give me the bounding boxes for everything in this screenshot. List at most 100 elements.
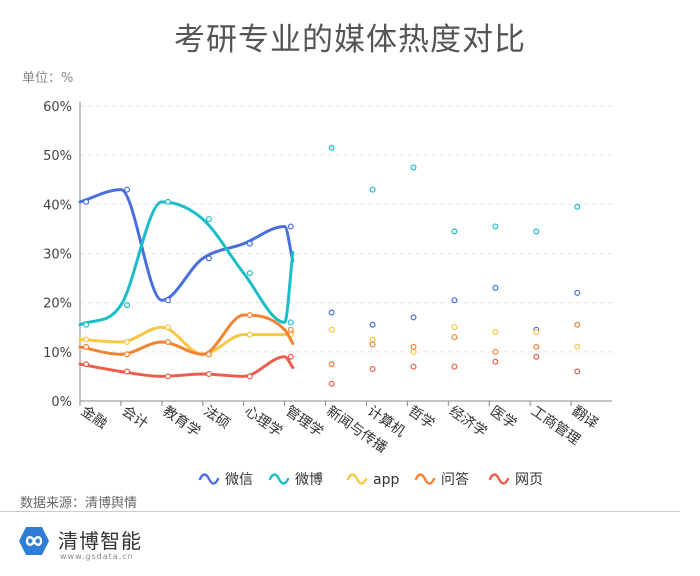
x-tick-label: 心理学 [241,403,285,440]
legend-swatch [268,473,290,485]
legend-label: 问答 [441,471,469,488]
data-point [287,223,294,230]
data-point [83,198,90,205]
data-point [164,373,171,380]
data-point [492,348,499,355]
x-tick-label: 医学 [487,403,519,432]
legend-label: app [373,472,399,488]
data-point [246,311,253,318]
legend-swatch [414,473,436,485]
y-tick-label: 20% [43,297,72,312]
data-point [164,339,171,346]
data-point [492,329,499,336]
data-point [83,343,90,350]
data-point [287,353,294,360]
legend-label: 微信 [225,472,253,488]
series-line [78,188,295,302]
unit-label: 单位：% [22,71,74,86]
data-point [451,228,458,235]
data-point [533,353,540,360]
brand-name: 清博智能 [58,529,142,553]
data-point [205,216,212,223]
data-point [328,361,335,368]
y-tick-label: 50% [43,149,72,164]
data-point [410,314,417,321]
data-point [164,297,171,304]
series-line [78,355,295,378]
data-point [124,368,131,375]
data-point [164,198,171,205]
data-point [410,164,417,171]
x-tick-label: 法硕 [200,403,232,432]
data-point [492,358,499,365]
data-point [328,309,335,316]
x-tick-label: 金融 [78,403,110,432]
data-point [410,348,417,355]
data-point [246,270,253,277]
data-point [328,326,335,333]
legend-label: 微博 [295,471,323,488]
data-point [451,334,458,341]
data-point [124,186,131,193]
data-point [205,370,212,377]
data-point [328,144,335,151]
data-point [574,321,581,328]
x-tick-label: 经济学 [446,403,490,440]
chart-title: 考研专业的媒体热度对比 [174,22,526,58]
data-point [410,343,417,350]
data-point [124,351,131,358]
brand-url: www.gsdata.cn [60,552,134,561]
data-point [246,240,253,247]
data-source: 数据来源：清博舆情 [20,496,138,511]
data-point [492,284,499,291]
data-point [369,336,376,343]
data-point [533,228,540,235]
footer-divider [0,511,680,512]
data-point [451,324,458,331]
y-tick-label: 60% [43,100,72,115]
data-point [83,336,90,343]
y-tick-label: 40% [43,198,72,213]
data-point [574,368,581,375]
data-point [328,380,335,387]
data-point [246,331,253,338]
data-point [451,363,458,370]
legend-swatch [488,473,510,485]
brand-logo-icon [19,527,49,555]
data-point [533,329,540,336]
data-point [574,289,581,296]
x-tick-label: 教育学 [160,403,204,440]
data-point [369,366,376,373]
data-point [533,343,540,350]
legend-label: 网页 [515,472,543,488]
data-point [369,186,376,193]
data-point [205,255,212,262]
y-tick-label: 0% [51,395,72,410]
data-point [164,324,171,331]
x-tick-label: 哲学 [405,403,437,432]
data-point [410,363,417,370]
data-point [574,343,581,350]
data-point [246,373,253,380]
legend-swatch [198,473,220,485]
data-point [369,321,376,328]
x-tick-label: 会计 [119,403,151,432]
y-tick-label: 30% [43,248,72,263]
data-point [205,351,212,358]
data-point [451,297,458,304]
series-line [78,313,295,356]
data-point [83,361,90,368]
data-point [492,223,499,230]
series-line [78,200,295,327]
x-tick-label: 管理学 [282,403,326,440]
y-tick-label: 10% [43,346,72,361]
data-point [369,341,376,348]
data-point [124,302,131,309]
legend-swatch [346,473,368,485]
data-point [83,321,90,328]
data-point [574,203,581,210]
data-point [124,339,131,346]
data-point [287,326,294,333]
